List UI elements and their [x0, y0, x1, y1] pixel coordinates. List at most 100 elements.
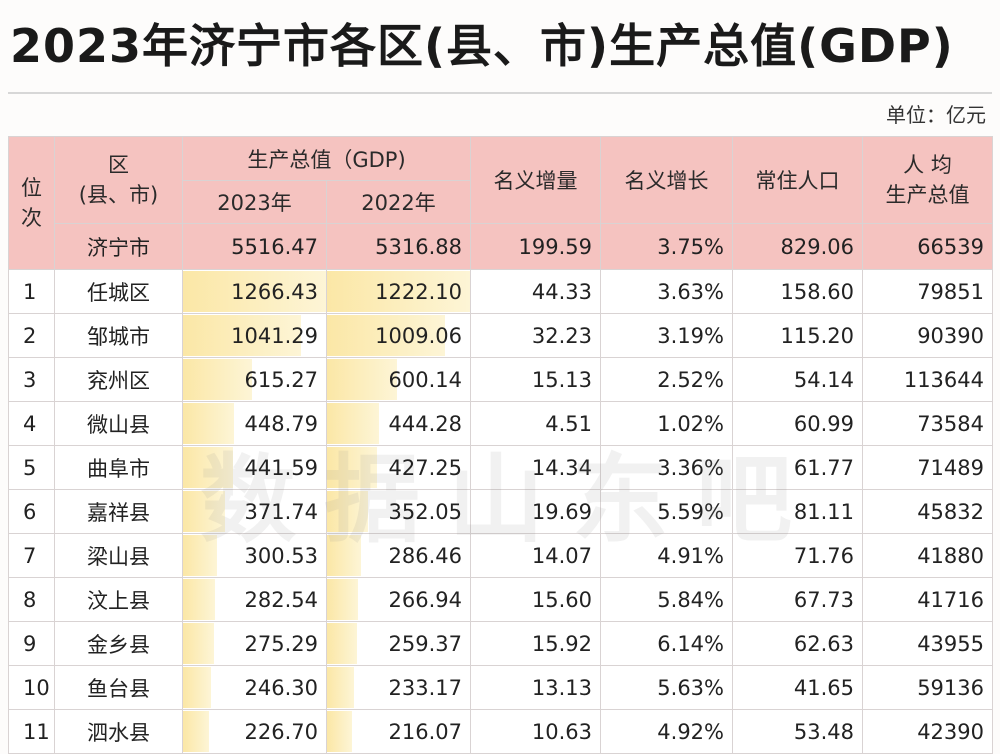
header-population: 常住人口 [732, 136, 863, 224]
district-name: 嘉祥县 [54, 489, 183, 534]
total-per-capita: 66539 [862, 223, 993, 270]
gdp-2023-cell: 441.59 [182, 445, 327, 490]
gdp-databar [327, 623, 358, 664]
gdp-value: 371.74 [244, 499, 318, 524]
district-name: 鱼台县 [54, 665, 183, 710]
page-title: 2023年济宁市各区(县、市)生产总值(GDP) [10, 19, 954, 73]
gdp-databar [327, 667, 355, 708]
header-per-capita-top: 人 均 [903, 153, 952, 177]
gdp-2023-cell: 1266.43 [182, 269, 327, 314]
gdp-2023-cell: 448.79 [182, 401, 327, 446]
population-cell: 61.77 [732, 445, 863, 490]
increase-cell: 15.92 [470, 621, 601, 666]
gdp-value: 352.05 [388, 499, 462, 524]
rank-cell: 1 [8, 269, 55, 314]
growth-cell: 5.59% [600, 489, 733, 534]
per-capita-cell: 59136 [862, 665, 993, 710]
gdp-databar [327, 579, 359, 620]
gdp-databar [183, 359, 253, 400]
growth-cell: 5.84% [600, 577, 733, 622]
gdp-databar [183, 623, 215, 664]
gdp-2023-cell: 371.74 [182, 489, 327, 534]
rank-cell: 7 [8, 533, 55, 578]
increase-cell: 13.13 [470, 665, 601, 710]
total-name: 济宁市 [54, 223, 183, 270]
table-row: 10 鱼台县 246.30 233.17 13.13 5.63% 41.65 59136 [8, 665, 993, 710]
district-name: 兖州区 [54, 357, 183, 402]
growth-cell: 6.14% [600, 621, 733, 666]
table-row: 7 梁山县 300.53 286.46 14.07 4.91% 71.76 41880 [8, 533, 993, 578]
growth-cell: 5.63% [600, 665, 733, 710]
per-capita-cell: 113644 [862, 357, 993, 402]
table-row: 1 任城区 1266.43 1222.10 44.33 3.63% 158.60 79851 [8, 269, 993, 314]
per-capita-cell: 79851 [862, 269, 993, 314]
header-year-2022: 2022年 [326, 180, 471, 224]
rank-cell: 8 [8, 577, 55, 622]
population-cell: 41.65 [732, 665, 863, 710]
gdp-value: 448.79 [244, 411, 318, 436]
header-year-2023: 2023年 [182, 180, 327, 224]
gdp-databar [183, 491, 225, 532]
gdp-2022-cell: 233.17 [326, 665, 471, 710]
gdp-value: 286.46 [388, 543, 462, 568]
gdp-databar [183, 579, 215, 620]
rank-cell: 3 [8, 357, 55, 402]
header-nominal-increase: 名义增量 [470, 136, 601, 224]
gdp-2023-cell: 1041.29 [182, 313, 327, 358]
population-cell: 158.60 [732, 269, 863, 314]
population-cell: 67.73 [732, 577, 863, 622]
gdp-2022-cell: 266.94 [326, 577, 471, 622]
district-name: 邹城市 [54, 313, 183, 358]
per-capita-cell: 43955 [862, 621, 993, 666]
increase-cell: 15.13 [470, 357, 601, 402]
gdp-value: 259.37 [388, 631, 462, 656]
district-name: 梁山县 [54, 533, 183, 578]
gdp-2022-cell: 352.05 [326, 489, 471, 534]
gdp-databar [327, 711, 353, 752]
header-rank: 位 次 [8, 136, 55, 270]
total-population: 829.06 [732, 223, 863, 270]
population-cell: 60.99 [732, 401, 863, 446]
increase-cell: 10.63 [470, 709, 601, 754]
per-capita-cell: 41716 [862, 577, 993, 622]
header-district-bottom: (县、市) [78, 183, 159, 207]
gdp-2023-cell: 300.53 [182, 533, 327, 578]
rank-cell: 6 [8, 489, 55, 534]
population-cell: 71.76 [732, 533, 863, 578]
district-name: 金乡县 [54, 621, 183, 666]
header-nominal-growth: 名义增长 [600, 136, 733, 224]
table-row: 9 金乡县 275.29 259.37 15.92 6.14% 62.63 43955 [8, 621, 993, 666]
gdp-databar [183, 447, 233, 488]
gdp-value: 300.53 [244, 543, 318, 568]
table-row: 6 嘉祥县 371.74 352.05 19.69 5.59% 81.11 45832 [8, 489, 993, 534]
growth-cell: 3.63% [600, 269, 733, 314]
increase-cell: 19.69 [470, 489, 601, 534]
gdp-value: 444.28 [388, 411, 462, 436]
gdp-value: 216.07 [388, 719, 462, 744]
per-capita-cell: 90390 [862, 313, 993, 358]
gdp-value: 275.29 [244, 631, 318, 656]
gdp-value: 226.70 [244, 719, 318, 744]
per-capita-cell: 45832 [862, 489, 993, 534]
gdp-value: 441.59 [244, 455, 318, 480]
growth-cell: 2.52% [600, 357, 733, 402]
rank-cell: 2 [8, 313, 55, 358]
table-row: 2 邹城市 1041.29 1009.06 32.23 3.19% 115.20 90390 [8, 313, 993, 358]
district-name: 微山县 [54, 401, 183, 446]
total-row: 济宁市 5516.47 5316.88 199.59 3.75% 829.06 … [9, 223, 993, 270]
header-gdp-group: 生产总值（GDP) [182, 136, 471, 181]
increase-cell: 15.60 [470, 577, 601, 622]
rank-cell: 9 [8, 621, 55, 666]
population-cell: 62.63 [732, 621, 863, 666]
per-capita-cell: 73584 [862, 401, 993, 446]
gdp-databar [327, 491, 369, 532]
gdp-databar [183, 667, 211, 708]
rank-cell: 4 [8, 401, 55, 446]
header-district-top: 区 [108, 153, 129, 177]
gdp-databar [183, 535, 217, 576]
gdp-databar [327, 271, 470, 312]
gdp-databar [327, 403, 379, 444]
table-row: 8 汶上县 282.54 266.94 15.60 5.84% 67.73 41716 [8, 577, 993, 622]
gdp-table: 位 次 区 (县、市) 生产总值（GDP) 名义增量 名义增长 常住人口 人 均… [8, 136, 993, 754]
growth-cell: 3.36% [600, 445, 733, 490]
